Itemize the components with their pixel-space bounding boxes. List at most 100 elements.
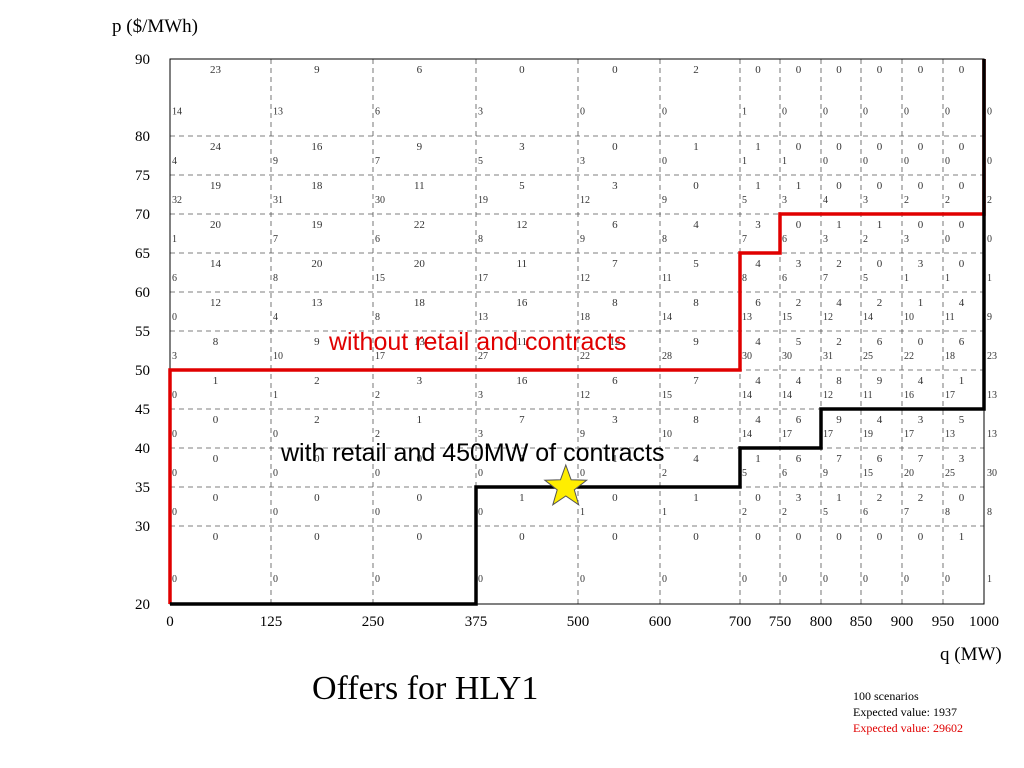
cell-count-upper: 23 — [210, 64, 222, 76]
cell-count-upper: 0 — [519, 64, 525, 76]
cell-count-upper: 0 — [959, 64, 965, 76]
cell-count-left: 11 — [945, 312, 955, 323]
cell-count-left: 27 — [478, 351, 488, 362]
cell-count-left: 17 — [782, 429, 792, 440]
cell-count-upper: 1 — [612, 453, 618, 465]
cell-count-upper: 7 — [918, 453, 924, 465]
cell-count-upper: 4 — [959, 297, 965, 309]
scenario-stats: 100 scenarios Expected value: 1937 Expec… — [853, 688, 963, 736]
cell-count-upper: 8 — [612, 297, 618, 309]
cell-count-upper: 11 — [517, 336, 528, 348]
cell-count-upper: 1 — [836, 492, 842, 504]
y-tick-label: 80 — [135, 129, 150, 145]
cell-count-left: 6 — [863, 507, 868, 518]
cell-count-upper: 0 — [918, 531, 924, 543]
right-edge-count: 23 — [987, 351, 997, 362]
cell-count-left: 0 — [904, 106, 909, 117]
cell-count-left: 3 — [782, 195, 787, 206]
cell-count-upper: 20 — [210, 219, 222, 231]
cell-count-upper: 3 — [918, 258, 924, 270]
cell-count-left: 1 — [580, 507, 585, 518]
cell-count-left: 0 — [945, 574, 950, 585]
x-tick-label: 125 — [260, 614, 283, 630]
cell-count-left: 32 — [172, 195, 182, 206]
cell-count-upper: 13 — [414, 336, 426, 348]
cell-count-left: 3 — [478, 390, 483, 401]
cell-count-left: 0 — [375, 468, 380, 479]
cell-count-left: 7 — [904, 507, 909, 518]
cell-count-left: 5 — [478, 156, 483, 167]
y-tick-label: 90 — [135, 52, 150, 68]
cell-count-left: 2 — [904, 195, 909, 206]
cell-count-left: 16 — [904, 390, 914, 401]
cell-count-left: 2 — [375, 429, 380, 440]
cell-count-left: 17 — [823, 429, 833, 440]
cell-count-upper: 11 — [414, 180, 425, 192]
cell-count-upper: 11 — [517, 258, 528, 270]
expected-value-red: Expected value: 29602 — [853, 721, 963, 735]
cell-count-upper: 8 — [693, 297, 699, 309]
cell-count-left: 18 — [580, 312, 590, 323]
cell-count-upper: 0 — [959, 219, 965, 231]
cell-count-left: 12 — [580, 195, 590, 206]
cell-count-left: 0 — [478, 574, 483, 585]
scenario-count: 100 scenarios — [853, 689, 919, 703]
cell-count-left: 0 — [478, 468, 483, 479]
cell-count-left: 25 — [945, 468, 955, 479]
cell-count-left: 0 — [823, 106, 828, 117]
cell-count-left: 3 — [172, 351, 177, 362]
y-tick-label: 40 — [135, 441, 150, 457]
cell-count-left: 0 — [863, 156, 868, 167]
cell-count-upper: 0 — [836, 180, 842, 192]
cell-count-left: 0 — [580, 106, 585, 117]
cell-count-left: 5 — [742, 195, 747, 206]
cell-count-left: 17 — [904, 429, 914, 440]
cell-count-left: 12 — [823, 390, 833, 401]
cell-count-left: 2 — [662, 468, 667, 479]
cell-count-left: 15 — [662, 390, 672, 401]
cell-count-upper: 0 — [877, 141, 883, 153]
cell-count-upper: 3 — [612, 180, 618, 192]
black-offer-curve — [170, 59, 986, 606]
x-tick-label: 250 — [362, 614, 385, 630]
cell-count-upper: 0 — [959, 492, 965, 504]
cell-count-left: 0 — [863, 106, 868, 117]
cell-count-upper: 7 — [612, 258, 618, 270]
cell-count-upper: 1 — [918, 297, 924, 309]
cell-count-upper: 7 — [693, 375, 699, 387]
cell-count-left: 9 — [580, 429, 585, 440]
cell-count-left: 11 — [662, 273, 672, 284]
cell-count-left: 0 — [823, 156, 828, 167]
cell-count-upper: 0 — [755, 531, 761, 543]
cell-count-left: 7 — [823, 273, 828, 284]
cell-count-left: 0 — [478, 507, 483, 518]
cell-count-left: 4 — [172, 156, 177, 167]
cell-count-left: 0 — [945, 106, 950, 117]
cell-count-left: 5 — [742, 468, 747, 479]
cell-count-upper: 0 — [693, 180, 699, 192]
cell-count-left: 3 — [863, 195, 868, 206]
cell-count-left: 6 — [782, 468, 787, 479]
cell-count-left: 31 — [273, 195, 283, 206]
cell-count-left: 14 — [782, 390, 792, 401]
cell-count-upper: 4 — [796, 375, 802, 387]
x-tick-label: 1000 — [969, 614, 999, 630]
cell-count-left: 0 — [662, 156, 667, 167]
cell-count-upper: 0 — [959, 141, 965, 153]
cell-count-upper: 0 — [877, 531, 883, 543]
cell-count-upper: 1 — [519, 492, 525, 504]
cell-count-upper: 0 — [612, 531, 618, 543]
cell-count-left: 6 — [172, 273, 177, 284]
cell-count-upper: 0 — [918, 141, 924, 153]
cell-count-upper: 22 — [414, 219, 425, 231]
cell-count-left: 0 — [782, 574, 787, 585]
cell-count-upper: 19 — [210, 180, 222, 192]
right-edge-count: 1 — [987, 273, 992, 284]
cell-count-left: 0 — [945, 156, 950, 167]
cell-count-upper: 1 — [959, 531, 965, 543]
cell-count-upper: 2 — [836, 258, 842, 270]
cell-count-left: 13 — [945, 429, 955, 440]
cell-count-left: 1 — [782, 156, 787, 167]
cell-count-left: 19 — [478, 195, 488, 206]
star-marker — [543, 463, 589, 507]
